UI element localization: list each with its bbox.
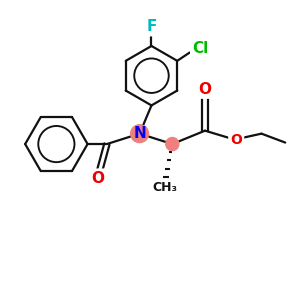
Text: O: O xyxy=(230,133,242,147)
Text: CH₃: CH₃ xyxy=(152,181,177,194)
Text: Cl: Cl xyxy=(192,41,208,56)
Text: O: O xyxy=(199,82,212,97)
Circle shape xyxy=(166,137,179,151)
Text: N: N xyxy=(133,126,146,141)
Text: O: O xyxy=(92,171,104,186)
Circle shape xyxy=(131,125,148,142)
Text: F: F xyxy=(146,19,157,34)
